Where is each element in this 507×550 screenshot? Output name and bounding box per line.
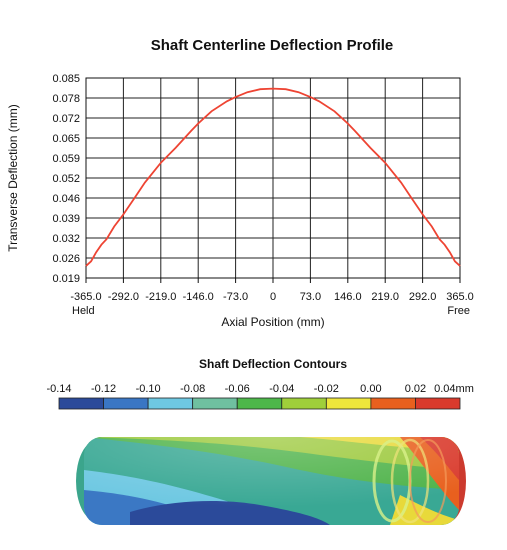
colorbar-label: -0.12 [91, 383, 116, 395]
series-line [85, 87, 461, 267]
colorbar-cell [103, 397, 149, 410]
colorbar-label: -0.08 [180, 383, 205, 395]
y-tick-label: 0.078 [52, 93, 80, 105]
end-label-right: Free [447, 305, 470, 317]
x-tick-label: 73.0 [300, 291, 321, 303]
y-tick-label: 0.032 [52, 233, 80, 245]
y-tick-label: 0.065 [52, 133, 80, 145]
y-axis-label: Transverse Deflection (mm) [6, 104, 20, 252]
y-tick-label: 0.026 [52, 253, 80, 265]
y-tick-label: 0.052 [52, 173, 80, 185]
x-tick-label: 146.0 [334, 291, 362, 303]
plot-frame [85, 77, 461, 279]
colorbar-cell [415, 397, 461, 410]
shaft-contour-image [76, 437, 466, 525]
y-tick-label: 0.059 [52, 153, 80, 165]
x-tick-label: -292.0 [108, 291, 139, 303]
x-tick-labels: -365.0 -292.0 -219.0 -146.0 -73.0 0 73.0 146.0 2… [70, 291, 473, 303]
colorbar-cell [236, 397, 283, 410]
y-tick-label: 0.046 [52, 193, 80, 205]
chart-title: Shaft Centerline Deflection Profile [151, 37, 394, 54]
colorbar-label: 0.04mm [434, 383, 474, 395]
x-tick-label: 219.0 [371, 291, 399, 303]
colorbar-label: 0.00 [360, 383, 381, 395]
colorbar-cell [58, 397, 104, 410]
y-tick-label: 0.039 [52, 213, 80, 225]
colorbar-cell [192, 397, 238, 410]
y-tick-label: 0.072 [52, 113, 80, 125]
x-axis-label: Axial Position (mm) [221, 315, 324, 329]
x-tick-label: -73.0 [223, 291, 248, 303]
x-tick-label: -146.0 [183, 291, 214, 303]
end-label-left: Held [72, 305, 95, 317]
x-tick-label: 365.0 [446, 291, 474, 303]
x-tick-label: 292.0 [409, 291, 437, 303]
colorbar-label: -0.02 [314, 383, 339, 395]
colorbar-label: -0.10 [136, 383, 161, 395]
colorbar-cell [281, 397, 327, 410]
y-tick-label: 0.085 [52, 73, 80, 85]
colorbar-cell [370, 397, 416, 410]
colorbar-cell [147, 397, 194, 410]
x-tick-label: -365.0 [70, 291, 101, 303]
colorbar-labels: -0.14 -0.12 -0.10 -0.08 -0.06 -0.04 -0.02 0.00 0… [46, 383, 473, 395]
colorbar-label: -0.14 [46, 383, 71, 395]
x-tick-label: 0 [270, 291, 276, 303]
colorbar-label: -0.04 [269, 383, 294, 395]
x-tick-label: -219.0 [145, 291, 176, 303]
colorbar-label: -0.06 [225, 383, 250, 395]
y-tick-label: 0.019 [52, 273, 80, 285]
colorbar-label: 0.02 [405, 383, 426, 395]
colorbar-title: Shaft Deflection Contours [199, 357, 347, 371]
colorbar [58, 397, 461, 410]
y-tick-labels: 0.085 0.078 0.072 0.065 0.059 0.052 0.046 0.039… [52, 73, 80, 285]
grid [85, 77, 461, 283]
colorbar-cell [325, 397, 372, 410]
